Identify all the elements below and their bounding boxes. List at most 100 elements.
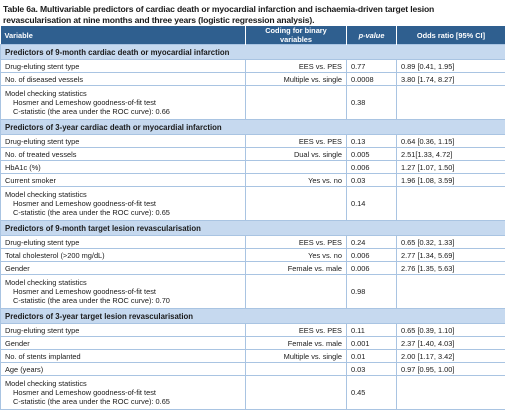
empty-cell [396, 274, 505, 309]
empty-cell [245, 274, 347, 309]
header-cell: p-value [346, 26, 397, 45]
cell: HbA1c (%) [0, 160, 246, 174]
cell: Age (years) [0, 362, 246, 376]
cell: 0.13 [346, 134, 397, 148]
data-row: Drug-eluting stent type EES vs. PES 0.13 0.… [0, 134, 505, 148]
cell: 0.01 [346, 349, 397, 363]
cell: Yes vs. no [245, 173, 347, 187]
cell: 0.001 [346, 336, 397, 350]
cell: Drug-eluting stent type [0, 134, 246, 148]
cell: Gender [0, 261, 246, 275]
empty-cell [245, 85, 347, 120]
section-title: Predictors of 3-year target lesion revas… [0, 308, 505, 324]
cell: Yes vs. no [245, 248, 347, 262]
cell: 0.005 [346, 147, 397, 161]
cell: 1.96 [1.08, 3.59] [396, 173, 505, 187]
cell: EES vs. PES [245, 59, 347, 73]
cell: 2.00 [1.17, 3.42] [396, 349, 505, 363]
data-row: Total cholesterol (>200 mg/dL) Yes vs. no… [0, 248, 505, 262]
cell: Model checking statistics Hosmer and Leme… [0, 274, 246, 309]
cell: Current smoker [0, 173, 246, 187]
cell: Drug-eluting stent type [0, 235, 246, 249]
data-row: Gender Female vs. male 0.001 2.37 [1.40, 4.… [0, 336, 505, 350]
table-body: Predictors of 9-month cardiac death or m… [0, 44, 505, 410]
cell: Female vs. male [245, 336, 347, 350]
empty-cell [245, 186, 347, 221]
empty-cell [245, 362, 347, 376]
cell-line: Hosmer and Lemeshow goodness-of-fit test [13, 98, 156, 107]
table: Variable Coding for binary variables p-val… [0, 26, 505, 410]
cell: EES vs. PES [245, 134, 347, 148]
cell: 0.14 [346, 186, 397, 221]
table-caption: Table 6a. Multivariable predictors of ca… [3, 4, 435, 25]
cell: 0.97 [0.95, 1.00] [396, 362, 505, 376]
cell: Model checking statistics Hosmer and Leme… [0, 375, 246, 410]
cell-line: Model checking statistics [5, 379, 87, 388]
data-row: HbA1c (%) 0.006 1.27 [1.07, 1.50] [0, 160, 505, 174]
header-cell: Variable [0, 26, 246, 45]
cell: 0.03 [346, 173, 397, 187]
header-text: p-value [358, 30, 385, 40]
section-title: Predictors of 9-month cardiac death or m… [0, 44, 505, 60]
header-row: Variable Coding for binary variables p-val… [0, 26, 505, 45]
section-row: Predictors of 9-month target lesion reva… [0, 220, 505, 236]
cell: Drug-eluting stent type [0, 59, 246, 73]
cell: 2.37 [1.40, 4.03] [396, 336, 505, 350]
cell: 3.80 [1.74, 8.27] [396, 72, 505, 86]
model-row: Model checking statistics Hosmer and Leme… [0, 274, 505, 309]
cell-line: C-statistic (the area under the ROC curv… [13, 397, 170, 406]
section-row: Predictors of 3-year target lesion revas… [0, 308, 505, 324]
cell: Model checking statistics Hosmer and Leme… [0, 85, 246, 120]
cell: 0.006 [346, 248, 397, 262]
cell: 0.38 [346, 85, 397, 120]
cell: EES vs. PES [245, 235, 347, 249]
data-row: Gender Female vs. male 0.006 2.76 [1.35, 5.… [0, 261, 505, 275]
cell-line: Hosmer and Lemeshow goodness-of-fit test [13, 287, 156, 296]
cell: No. of diseased vessels [0, 72, 246, 86]
cell: 0.03 [346, 362, 397, 376]
cell: 2.51[1.33, 4.72] [396, 147, 505, 161]
cell-line: C-statistic (the area under the ROC curv… [13, 296, 170, 305]
cell: Multiple vs. single [245, 72, 347, 86]
cell-line: Hosmer and Lemeshow goodness-of-fit test [13, 199, 156, 208]
cell: Female vs. male [245, 261, 347, 275]
cell: 0.0008 [346, 72, 397, 86]
header-cell: Coding for binary variables [245, 26, 347, 45]
model-row: Model checking statistics Hosmer and Leme… [0, 85, 505, 120]
cell: 0.006 [346, 160, 397, 174]
cell: 2.77 [1.34, 5.69] [396, 248, 505, 262]
cell: No. of stents implanted [0, 349, 246, 363]
cell: 0.65 [0.32, 1.33] [396, 235, 505, 249]
empty-cell [396, 375, 505, 410]
model-row: Model checking statistics Hosmer and Leme… [0, 186, 505, 221]
header-cell: Odds ratio [95% CI] [396, 26, 505, 45]
data-row: No. of diseased vessels Multiple vs. sing… [0, 72, 505, 86]
section-row: Predictors of 3-year cardiac death or my… [0, 119, 505, 135]
cell: 0.64 [0.36, 1.15] [396, 134, 505, 148]
cell: EES vs. PES [245, 323, 347, 337]
cell: Model checking statistics Hosmer and Leme… [0, 186, 246, 221]
cell: Gender [0, 336, 246, 350]
data-row: Drug-eluting stent type EES vs. PES 0.11 0.… [0, 323, 505, 337]
data-row: Drug-eluting stent type EES vs. PES 0.77 0.… [0, 59, 505, 73]
cell-line: Model checking statistics [5, 190, 87, 199]
data-row: Current smoker Yes vs. no 0.03 1.96 [1.08, … [0, 173, 505, 187]
cell: 0.65 [0.39, 1.10] [396, 323, 505, 337]
empty-cell [396, 186, 505, 221]
data-row: No. of stents implanted Multiple vs. sing… [0, 349, 505, 363]
cell: 0.89 [0.41, 1.95] [396, 59, 505, 73]
cell: 0.45 [346, 375, 397, 410]
cell: Drug-eluting stent type [0, 323, 246, 337]
cell: No. of treated vessels [0, 147, 246, 161]
cell-line: C-statistic (the area under the ROC curv… [13, 107, 170, 116]
cell: Dual vs. single [245, 147, 347, 161]
data-row: No. of treated vessels Dual vs. single 0.0… [0, 147, 505, 161]
section-title: Predictors of 9-month target lesion reva… [0, 220, 505, 236]
cell: Total cholesterol (>200 mg/dL) [0, 248, 246, 262]
cell: 0.77 [346, 59, 397, 73]
empty-cell [245, 375, 347, 410]
cell-line: Model checking statistics [5, 89, 87, 98]
empty-cell [396, 85, 505, 120]
section-row: Predictors of 9-month cardiac death or m… [0, 44, 505, 60]
